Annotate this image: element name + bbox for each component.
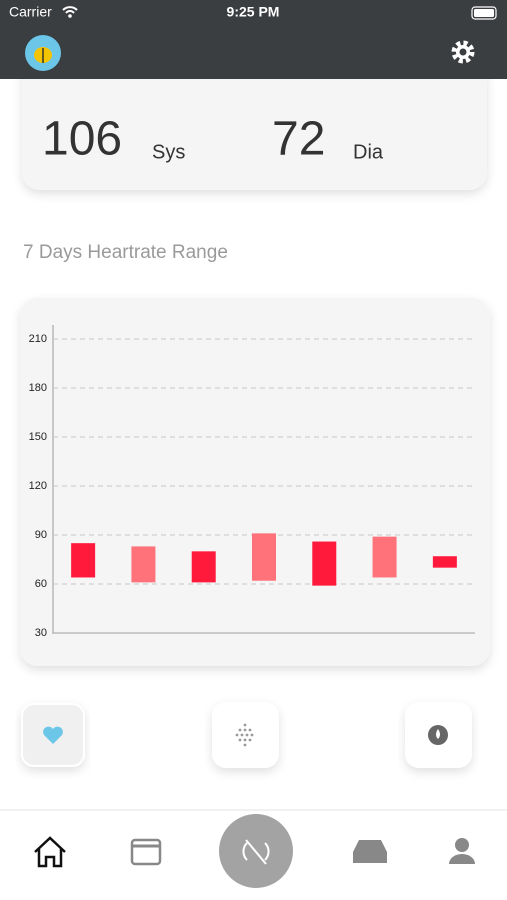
systolic-value: 106: [42, 113, 122, 166]
range-bar: [191, 551, 216, 583]
wifi-dot: [68, 14, 72, 18]
range-bar: [71, 543, 96, 578]
y-tick-label: 210: [29, 333, 47, 345]
clock: 9:25 PM: [227, 4, 280, 20]
sensor-button[interactable]: [212, 702, 279, 768]
diastolic-label: Dia: [353, 141, 384, 163]
carrier: Carrier: [9, 4, 52, 20]
battery: [471, 6, 497, 20]
range-bar: [432, 556, 457, 568]
range-bar: [372, 536, 397, 578]
chart-card: [20, 298, 490, 666]
battery-level: [474, 9, 494, 17]
y-tick-label: 180: [29, 382, 47, 394]
header-bar: [0, 0, 507, 79]
profile-head: [455, 838, 469, 852]
section-title: 7 Days Heartrate Range: [23, 242, 228, 263]
profile-tab[interactable]: [449, 854, 475, 864]
heart-icon: [43, 726, 63, 744]
plot: 30 60 90 120 150 180 210: [29, 333, 475, 639]
inbox-tab[interactable]: [353, 840, 387, 863]
home-tab[interactable]: [34, 836, 66, 868]
range-bar: [252, 533, 276, 581]
calendar-tab[interactable]: [130, 838, 162, 866]
dots-icon: [235, 723, 254, 747]
pressure-card: [22, 60, 487, 190]
center-icon: [242, 839, 270, 865]
y-tick-label: 30: [35, 627, 47, 639]
y-tick-label: 150: [29, 431, 47, 443]
diastolic-value: 72: [272, 113, 325, 166]
systolic-label: Sys: [152, 141, 185, 163]
y-tick-label: 120: [29, 480, 47, 492]
wifi-icon: [62, 6, 78, 14]
y-tick-label: 60: [35, 578, 47, 590]
drop-shape: [436, 729, 440, 739]
range-bar: [131, 546, 156, 583]
settings-icon[interactable]: [451, 40, 475, 64]
range-bar: [312, 541, 337, 586]
y-tick-label: 90: [35, 529, 47, 541]
